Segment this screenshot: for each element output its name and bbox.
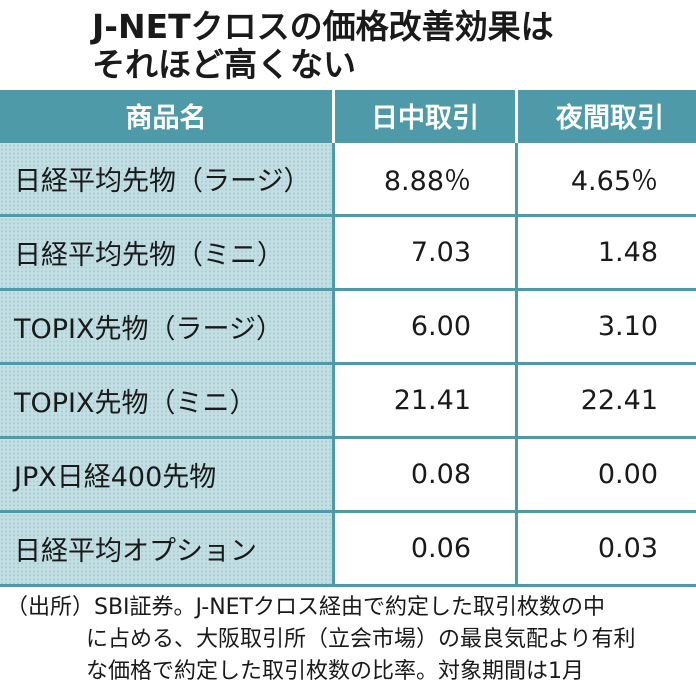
title: J-NETクロスの価格改善効果は それほど高くない: [92, 8, 554, 84]
value-cell: 21.41: [333, 362, 517, 438]
footnote-line: に占める、大阪取引所（立会市場）の最良気配より有利: [86, 627, 636, 652]
column-header: 商品名: [0, 90, 334, 142]
footnote: （出所）SBI証券。J-NETクロス経由で約定した取引枚数の中に占める、大阪取引…: [6, 592, 636, 688]
table-row: 日経平均オプション 0.06 0.03: [0, 510, 696, 587]
column-header: 日中取引: [332, 90, 517, 142]
value-cell: 1.48: [515, 214, 696, 290]
table-body: 日経平均先物（ラージ） 8.88％ 4.65％ 日経平均先物（ミニ） 7.03 1.48 T…: [0, 140, 696, 587]
product-name: TOPIX先物（ミニ）: [0, 362, 335, 438]
title-line: それほど高くない: [92, 45, 356, 84]
title-line: J-NETクロスの価格改善効果は: [92, 7, 554, 46]
product-name: 日経平均先物（ラージ）: [0, 140, 335, 216]
table-row: TOPIX先物（ミニ） 21.41 22.41: [0, 362, 696, 438]
value-cell: 0.00: [515, 436, 696, 512]
value-cell: 0.06: [333, 510, 517, 587]
footnote-line: （出所）SBI証券。J-NETクロス経由で約定した取引枚数の中: [6, 595, 605, 620]
value-cell: 8.88％: [333, 140, 517, 216]
table-row: 日経平均先物（ミニ） 7.03 1.48: [0, 214, 696, 290]
header-row: 商品名 日中取引 夜間取引: [0, 90, 696, 142]
value-cell: 6.00: [333, 288, 517, 364]
table-row: JPX日経400先物 0.08 0.00: [0, 436, 696, 512]
value-cell: 0.03: [515, 510, 696, 587]
footnote-line: な価格で約定した取引枚数の比率。対象期間は1月: [86, 659, 584, 684]
product-name: JPX日経400先物: [0, 436, 335, 512]
table-row: 日経平均先物（ラージ） 8.88％ 4.65％: [0, 140, 696, 216]
product-name: 日経平均先物（ミニ）: [0, 214, 335, 290]
table-row: TOPIX先物（ラージ） 6.00 3.10: [0, 288, 696, 364]
value-cell: 7.03: [333, 214, 517, 290]
value-cell: 4.65％: [515, 140, 696, 216]
product-name: 日経平均オプション: [0, 510, 335, 587]
table: 商品名 日中取引 夜間取引 日経平均先物（ラージ） 8.88％ 4.65％ 日経平均先物（…: [0, 90, 696, 587]
value-cell: 22.41: [515, 362, 696, 438]
column-header: 夜間取引: [515, 90, 696, 142]
product-name: TOPIX先物（ラージ）: [0, 288, 335, 364]
value-cell: 0.08: [333, 436, 517, 512]
value-cell: 3.10: [515, 288, 696, 364]
